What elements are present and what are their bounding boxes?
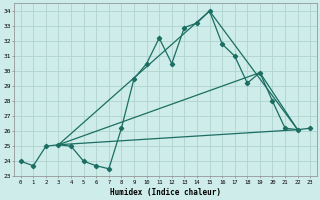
X-axis label: Humidex (Indice chaleur): Humidex (Indice chaleur)	[110, 188, 221, 197]
